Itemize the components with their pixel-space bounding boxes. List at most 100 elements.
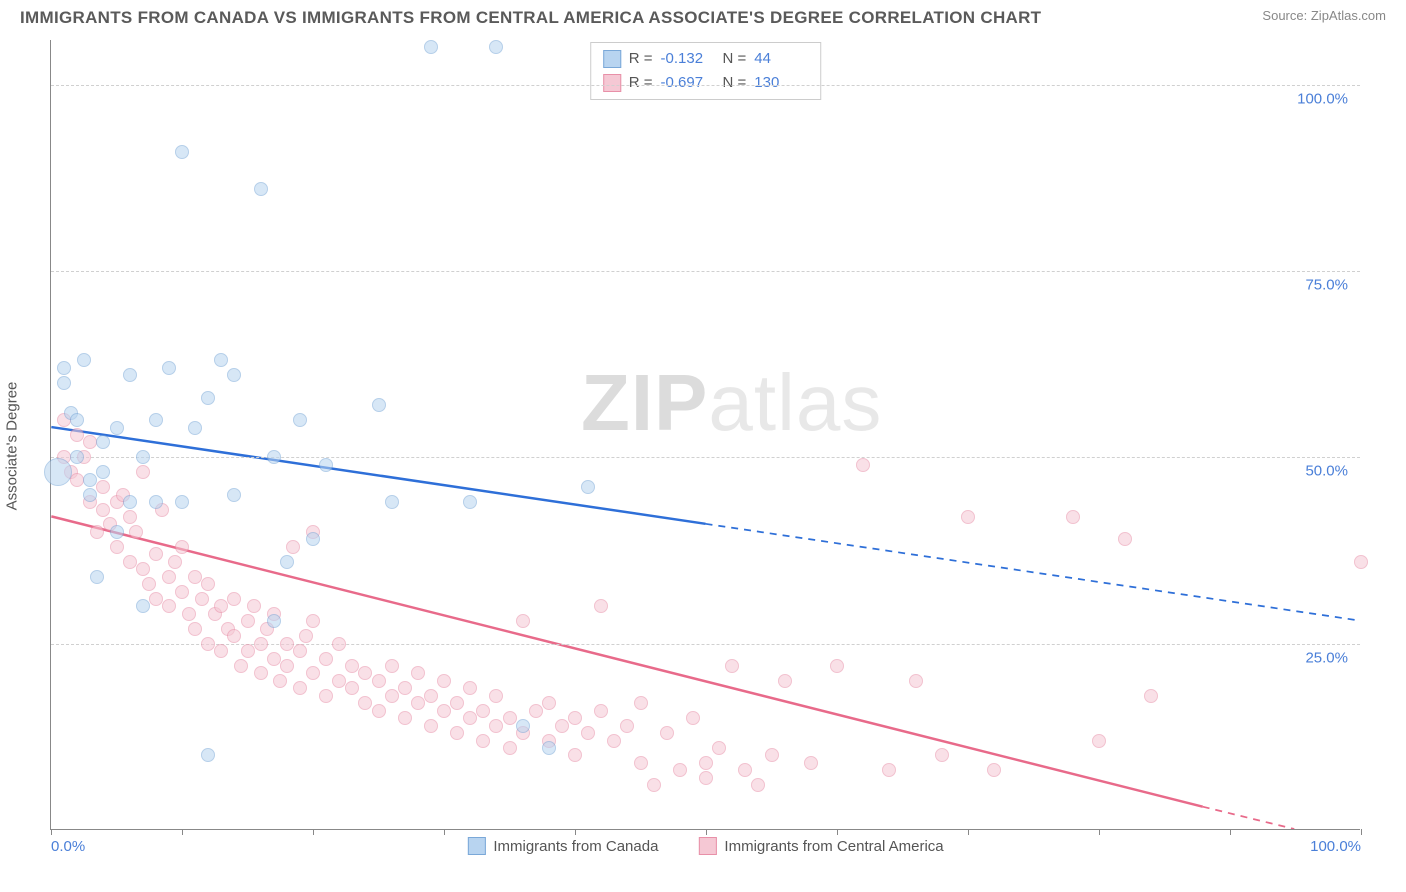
scatter-point bbox=[129, 525, 143, 539]
scatter-point bbox=[123, 495, 137, 509]
scatter-point bbox=[214, 644, 228, 658]
y-tick-label: 100.0% bbox=[1297, 90, 1348, 107]
plot-area: ZIPatlas R =-0.132N =44R =-0.697N =130 I… bbox=[50, 40, 1360, 830]
scatter-point bbox=[987, 763, 1001, 777]
scatter-point bbox=[149, 592, 163, 606]
y-tick-label: 75.0% bbox=[1305, 277, 1348, 294]
x-tick-mark bbox=[444, 829, 445, 835]
scatter-point bbox=[293, 644, 307, 658]
scatter-point bbox=[254, 637, 268, 651]
scatter-point bbox=[778, 674, 792, 688]
watermark-atlas: atlas bbox=[708, 358, 882, 447]
scatter-point bbox=[254, 666, 268, 680]
scatter-point bbox=[450, 726, 464, 740]
scatter-point bbox=[411, 696, 425, 710]
scatter-point bbox=[568, 711, 582, 725]
scatter-point bbox=[83, 488, 97, 502]
scatter-point bbox=[201, 391, 215, 405]
scatter-point bbox=[83, 473, 97, 487]
r-value: -0.697 bbox=[661, 71, 715, 95]
scatter-point bbox=[44, 458, 72, 486]
scatter-point bbox=[96, 480, 110, 494]
scatter-point bbox=[90, 525, 104, 539]
gridline bbox=[51, 271, 1360, 272]
x-tick-label: 100.0% bbox=[1310, 838, 1361, 855]
x-tick-mark bbox=[706, 829, 707, 835]
stats-row: R =-0.697N =130 bbox=[603, 71, 809, 95]
scatter-point bbox=[385, 659, 399, 673]
scatter-point bbox=[961, 510, 975, 524]
scatter-point bbox=[1066, 510, 1080, 524]
scatter-point bbox=[1354, 555, 1368, 569]
scatter-point bbox=[935, 748, 949, 762]
x-tick-mark bbox=[1230, 829, 1231, 835]
scatter-point bbox=[149, 547, 163, 561]
scatter-point bbox=[149, 495, 163, 509]
scatter-point bbox=[306, 614, 320, 628]
scatter-point bbox=[398, 711, 412, 725]
scatter-point bbox=[594, 704, 608, 718]
scatter-point bbox=[385, 689, 399, 703]
scatter-point bbox=[542, 741, 556, 755]
scatter-point bbox=[594, 599, 608, 613]
scatter-point bbox=[96, 503, 110, 517]
x-tick-mark bbox=[313, 829, 314, 835]
scatter-point bbox=[830, 659, 844, 673]
scatter-point bbox=[110, 421, 124, 435]
scatter-point bbox=[280, 637, 294, 651]
scatter-point bbox=[70, 473, 84, 487]
scatter-point bbox=[476, 704, 490, 718]
legend-item: Immigrants from Central America bbox=[698, 837, 943, 855]
scatter-point bbox=[77, 353, 91, 367]
scatter-point bbox=[398, 681, 412, 695]
scatter-point bbox=[168, 555, 182, 569]
scatter-point bbox=[227, 629, 241, 643]
scatter-point bbox=[57, 376, 71, 390]
source-link[interactable]: ZipAtlas.com bbox=[1311, 8, 1386, 23]
legend-label: Immigrants from Canada bbox=[493, 838, 658, 855]
scatter-point bbox=[195, 592, 209, 606]
scatter-point bbox=[699, 756, 713, 770]
scatter-point bbox=[620, 719, 634, 733]
scatter-point bbox=[1092, 734, 1106, 748]
scatter-point bbox=[882, 763, 896, 777]
source-label: Source: bbox=[1262, 8, 1307, 23]
scatter-point bbox=[712, 741, 726, 755]
source-attribution: Source: ZipAtlas.com bbox=[1262, 8, 1386, 23]
x-tick-mark bbox=[837, 829, 838, 835]
scatter-point bbox=[437, 704, 451, 718]
scatter-point bbox=[182, 607, 196, 621]
legend-swatch bbox=[603, 50, 621, 68]
scatter-point bbox=[299, 629, 313, 643]
scatter-point bbox=[175, 145, 189, 159]
scatter-point bbox=[293, 413, 307, 427]
scatter-point bbox=[516, 614, 530, 628]
scatter-point bbox=[673, 763, 687, 777]
x-tick-label: 0.0% bbox=[51, 838, 85, 855]
gridline bbox=[51, 85, 1360, 86]
scatter-point bbox=[424, 719, 438, 733]
scatter-point bbox=[489, 689, 503, 703]
scatter-point bbox=[332, 637, 346, 651]
scatter-point bbox=[293, 681, 307, 695]
scatter-point bbox=[319, 689, 333, 703]
scatter-point bbox=[162, 361, 176, 375]
scatter-point bbox=[437, 674, 451, 688]
x-tick-mark bbox=[1361, 829, 1362, 835]
scatter-point bbox=[1118, 532, 1132, 546]
legend-swatch bbox=[603, 74, 621, 92]
scatter-point bbox=[96, 435, 110, 449]
scatter-point bbox=[581, 726, 595, 740]
scatter-point bbox=[247, 599, 261, 613]
scatter-point bbox=[516, 719, 530, 733]
scatter-point bbox=[162, 570, 176, 584]
y-tick-label: 25.0% bbox=[1305, 649, 1348, 666]
x-tick-mark bbox=[1099, 829, 1100, 835]
scatter-point bbox=[372, 674, 386, 688]
scatter-point bbox=[123, 368, 137, 382]
scatter-point bbox=[385, 495, 399, 509]
chart-title: IMMIGRANTS FROM CANADA VS IMMIGRANTS FRO… bbox=[20, 8, 1041, 28]
r-value: -0.132 bbox=[661, 47, 715, 71]
scatter-point bbox=[319, 652, 333, 666]
scatter-point bbox=[83, 435, 97, 449]
